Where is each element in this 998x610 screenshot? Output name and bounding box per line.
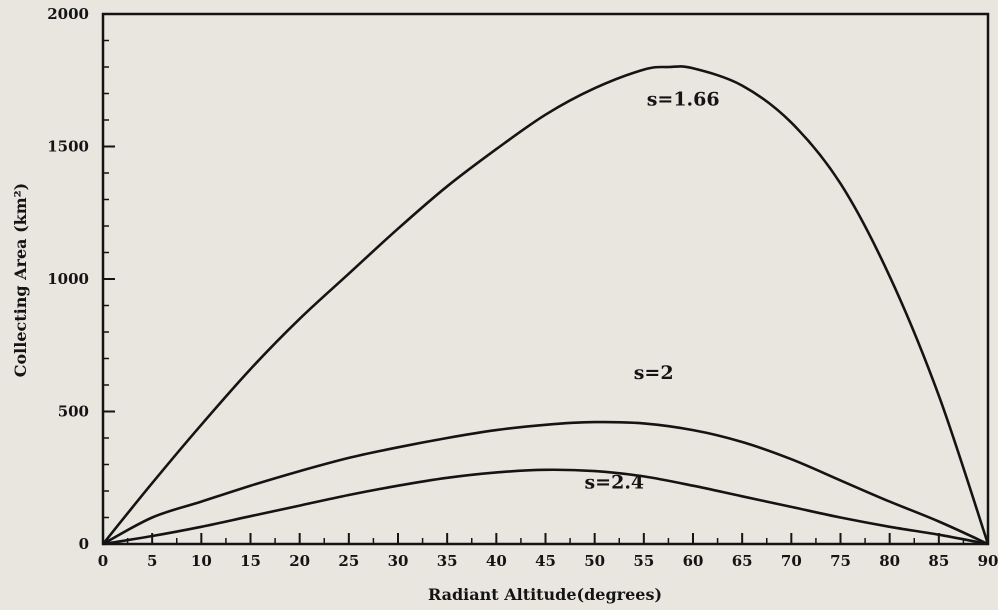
plot-area (103, 14, 988, 544)
y-tick-label: 2000 (47, 5, 89, 23)
x-tick-label: 55 (633, 552, 654, 570)
x-tick-label: 90 (978, 552, 998, 570)
series-line (103, 66, 988, 544)
series-line (103, 422, 988, 544)
x-tick-label: 5 (147, 552, 157, 570)
x-tick-label: 70 (781, 552, 802, 570)
x-tick-label: 35 (437, 552, 458, 570)
x-tick-label: 15 (240, 552, 261, 570)
y-tick-label: 0 (79, 535, 89, 553)
x-tick-label: 50 (584, 552, 605, 570)
x-tick-label: 20 (289, 552, 310, 570)
x-tick-label: 75 (830, 552, 851, 570)
x-tick-label: 60 (683, 552, 704, 570)
x-tick-label: 65 (732, 552, 753, 570)
x-tick-label: 25 (338, 552, 359, 570)
x-tick-label: 0 (98, 552, 108, 570)
y-tick-label: 1000 (47, 270, 89, 288)
x-tick-label: 10 (191, 552, 212, 570)
series-annotation: s=2.4 (584, 471, 644, 493)
series-annotation: s=2 (634, 362, 674, 384)
x-tick-label: 40 (486, 552, 507, 570)
series-line (103, 470, 988, 544)
y-tick-label: 500 (58, 403, 89, 421)
x-tick-label: 30 (388, 552, 409, 570)
x-tick-label: 45 (535, 552, 556, 570)
y-axis-title: Collecting Area (km²) (11, 183, 30, 377)
x-tick-label: 80 (879, 552, 900, 570)
x-tick-label: 85 (928, 552, 949, 570)
y-tick-label: 1500 (47, 138, 89, 156)
series-annotation: s=1.66 (647, 88, 720, 110)
x-axis-title: Radiant Altitude(degrees) (428, 585, 662, 604)
